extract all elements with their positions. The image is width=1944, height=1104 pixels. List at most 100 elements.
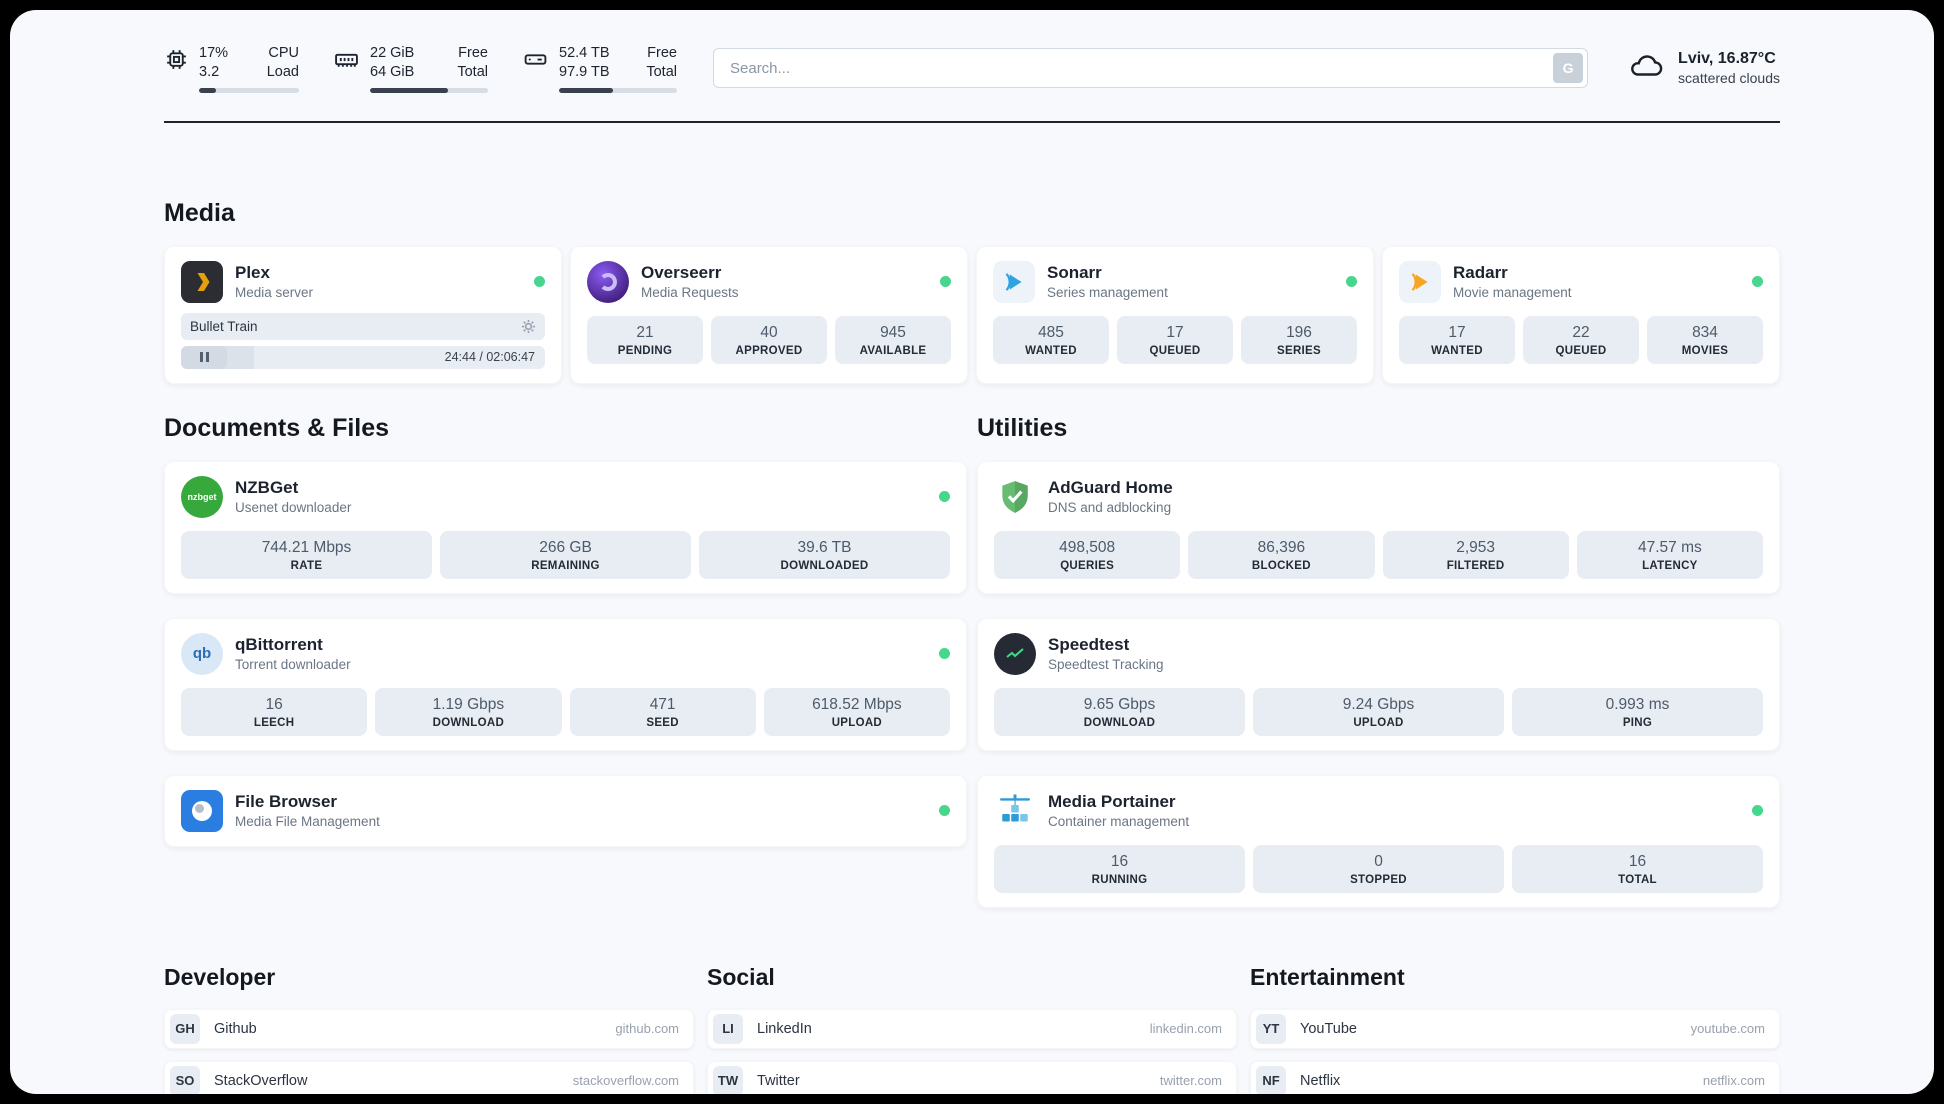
service-name: Plex <box>235 263 270 283</box>
pause-button[interactable] <box>181 345 227 369</box>
service-card-radarr[interactable]: Radarr Movie management 17 WANTED 22 QUE… <box>1382 245 1780 384</box>
service-card-overseerr[interactable]: Overseerr Media Requests 21 PENDING 40 A… <box>570 245 968 384</box>
service-card-qbittorrent[interactable]: qb qBittorrent Torrent downloader 16 <box>164 617 967 751</box>
cpu-metric: 17% 3.2 CPU Load <box>164 44 299 93</box>
stat-box: 266 GB REMAINING <box>440 530 691 579</box>
github-badge: GH <box>170 1013 200 1044</box>
memory-total-label: Total <box>457 63 488 80</box>
service-subtitle: Torrent downloader <box>235 657 351 673</box>
service-subtitle: Media File Management <box>235 814 380 830</box>
developer-section: Developer GH Github github.com SO StackO… <box>164 964 694 1094</box>
service-card-media-portainer[interactable]: Media Portainer Container management 16 … <box>977 774 1780 908</box>
status-indicator <box>1752 805 1763 817</box>
service-name: Overseerr <box>641 263 722 283</box>
stat-box: 47.57 ms LATENCY <box>1576 530 1763 579</box>
weather-location: Lviv, 16.87°C <box>1678 50 1776 68</box>
stackoverflow-badge: SO <box>170 1065 200 1094</box>
weather-condition: scattered clouds <box>1678 70 1780 87</box>
service-subtitle: DNS and adblocking <box>1048 500 1172 516</box>
stat-box: 39.6 TB DOWNLOADED <box>699 530 950 579</box>
overseerr-icon <box>587 260 629 303</box>
stat-box: 0.993 ms PING <box>1512 687 1763 736</box>
cpu-progress-fill <box>199 87 216 93</box>
service-card-plex[interactable]: Plex Media server Bullet Train <box>164 245 562 384</box>
stat-box: 471 SEED <box>569 687 756 736</box>
utilities-section: Utilities <box>977 384 1780 908</box>
service-card-adguard-home[interactable]: AdGuard Home DNS and adblocking 498,508 … <box>977 460 1780 594</box>
cpu-load-value: 3.2 <box>199 63 220 80</box>
status-indicator <box>939 648 950 660</box>
ram-icon <box>333 47 360 72</box>
stat-box: 16 LEECH <box>181 687 368 736</box>
status-indicator <box>939 805 950 817</box>
service-name: NZBGet <box>235 478 299 498</box>
memory-progress-fill <box>370 87 448 93</box>
stat-box: 17 QUEUED <box>1117 315 1233 364</box>
stat-box: 618.52 Mbps UPLOAD <box>763 687 950 736</box>
stat-box: 86,396 BLOCKED <box>1188 530 1375 579</box>
link-row-netflix[interactable]: NF Netflix netflix.com <box>1250 1060 1780 1094</box>
playback-time: 24:44 / 02:06:47 <box>444 350 535 365</box>
social-section: Social LI LinkedIn linkedin.com TW Twitt… <box>707 964 1237 1094</box>
media-section: Media Plex Media server <box>164 199 1780 384</box>
portainer-icon <box>994 790 1036 832</box>
dashboard-window: 17% 3.2 CPU Load <box>10 10 1934 1094</box>
service-card-file-browser[interactable]: File Browser Media File Management <box>164 774 967 847</box>
plex-icon <box>181 260 223 303</box>
stat-box: 40 APPROVED <box>711 315 827 364</box>
cpu-usage-value: 17% <box>199 45 229 61</box>
service-subtitle: Usenet downloader <box>235 500 352 516</box>
stat-box: 498,508 QUERIES <box>994 530 1181 579</box>
social-section-title: Social <box>707 963 775 990</box>
service-name: qBittorrent <box>235 635 323 655</box>
documents-section: Documents & Files nzbget NZBGet Usenet d… <box>164 384 967 908</box>
gear-icon[interactable] <box>521 319 536 334</box>
header-divider <box>164 120 1780 123</box>
qbittorrent-icon: qb <box>181 632 223 675</box>
service-card-sonarr[interactable]: Sonarr Series management 485 WANTED 17 Q… <box>976 245 1374 384</box>
service-subtitle: Speedtest Tracking <box>1048 657 1164 673</box>
cpu-icon <box>164 47 189 72</box>
stat-box: 16 RUNNING <box>994 844 1245 893</box>
cpu-label: CPU <box>268 45 299 61</box>
stat-box: 0 STOPPED <box>1253 844 1504 893</box>
service-subtitle: Series management <box>1047 285 1168 301</box>
cloud-icon <box>1624 49 1666 88</box>
developer-section-title: Developer <box>164 963 276 990</box>
status-indicator <box>1752 276 1763 288</box>
service-card-speedtest[interactable]: Speedtest Speedtest Tracking 9.65 Gbps D… <box>977 617 1780 751</box>
stat-box: 945 AVAILABLE <box>835 315 951 364</box>
storage-free-label: Free <box>647 45 677 61</box>
cpu-load-label: Load <box>266 63 299 80</box>
system-metrics: 17% 3.2 CPU Load <box>164 44 677 93</box>
playback-progress-bar[interactable]: 24:44 / 02:06:47 <box>181 345 545 369</box>
sonarr-icon <box>993 260 1035 303</box>
service-name: Radarr <box>1453 263 1508 283</box>
memory-metric: 22 GiB 64 GiB Free Total <box>333 44 488 93</box>
service-subtitle: Container management <box>1048 814 1190 830</box>
memory-progress-bar <box>370 87 488 93</box>
storage-progress-fill <box>559 87 614 93</box>
search-input[interactable] <box>713 48 1589 89</box>
youtube-badge: YT <box>1256 1013 1286 1044</box>
memory-free-value: 22 GiB <box>370 45 415 61</box>
link-row-youtube[interactable]: YT YouTube youtube.com <box>1250 1008 1780 1049</box>
link-row-stackoverflow[interactable]: SO StackOverflow stackoverflow.com <box>164 1060 694 1094</box>
stat-box: 744.21 Mbps RATE <box>181 530 432 579</box>
service-name: Media Portainer <box>1048 792 1176 812</box>
search-engine-button[interactable]: G <box>1553 53 1584 84</box>
status-indicator <box>1346 276 1357 288</box>
service-card-nzbget[interactable]: nzbget NZBGet Usenet downloader 744.21 M… <box>164 460 967 594</box>
speedtest-icon <box>994 632 1036 675</box>
stat-box: 22 QUEUED <box>1523 315 1639 364</box>
link-row-twitter[interactable]: TW Twitter twitter.com <box>707 1060 1237 1094</box>
storage-total-label: Total <box>646 63 677 80</box>
status-indicator <box>939 491 950 503</box>
link-row-linkedin[interactable]: LI LinkedIn linkedin.com <box>707 1008 1237 1049</box>
now-playing-bar: Bullet Train <box>181 312 545 340</box>
stat-box: 834 MOVIES <box>1647 315 1763 364</box>
link-row-github[interactable]: GH Github github.com <box>164 1008 694 1049</box>
weather-widget[interactable]: Lviv, 16.87°C scattered clouds <box>1624 49 1780 88</box>
top-bar: 17% 3.2 CPU Load <box>164 10 1780 93</box>
stat-box: 16 TOTAL <box>1512 844 1763 893</box>
